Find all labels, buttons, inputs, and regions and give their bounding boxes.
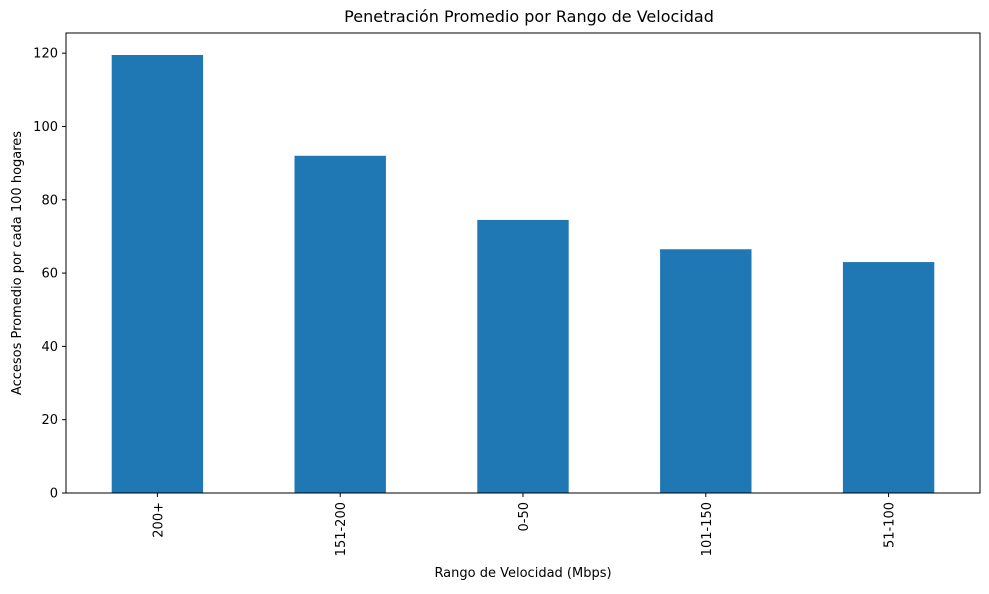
x-axis-title: Rango de Velocidad (Mbps) — [434, 566, 611, 581]
y-tick-label: 0 — [50, 487, 58, 502]
x-axis: 200+ 151-200 0-50 101-150 51-100 — [151, 493, 898, 556]
bar-0-50 — [477, 219, 569, 494]
bars-layer — [111, 54, 935, 494]
bar-200+ — [111, 54, 204, 493]
y-tick-label: 40 — [41, 340, 58, 355]
y-tick-label: 60 — [41, 267, 58, 282]
bar-151-200 — [294, 155, 386, 493]
bar-51-100 — [842, 262, 935, 493]
y-tick-label: 100 — [33, 120, 58, 135]
y-tick-label: 120 — [33, 47, 58, 62]
x-tick-label: 51-100 — [883, 502, 898, 548]
bar-101-150 — [660, 249, 752, 493]
y-axis-title: Accesos Promedio por cada 100 hogares — [10, 131, 25, 395]
x-tick-label: 151-200 — [334, 502, 349, 556]
x-tick-label: 0-50 — [517, 502, 532, 532]
y-axis: 0 20 40 60 80 100 120 — [33, 47, 66, 502]
x-tick-label: 101-150 — [700, 502, 715, 556]
y-tick-label: 80 — [41, 193, 58, 208]
x-tick-label: 200+ — [151, 502, 166, 538]
y-tick-label: 20 — [41, 413, 58, 428]
plot-frame — [65, 32, 981, 494]
chart-title: Penetración Promedio por Rango de Veloci… — [344, 7, 714, 26]
